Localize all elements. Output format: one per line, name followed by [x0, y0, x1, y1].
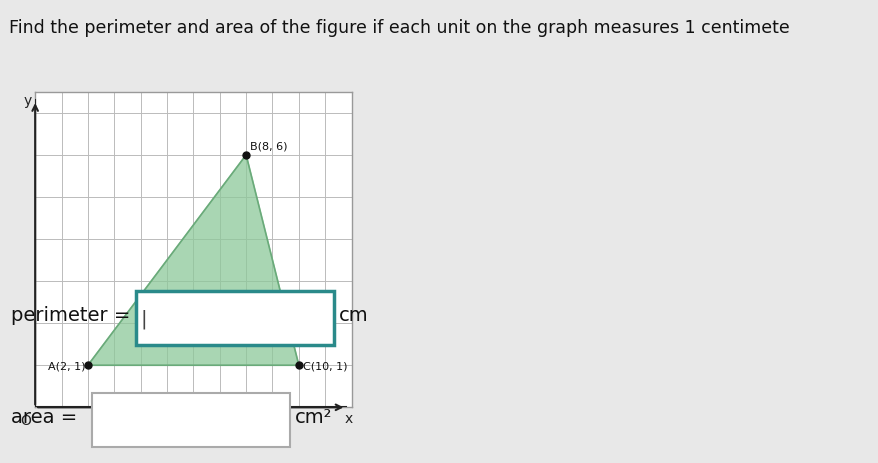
Text: x: x: [344, 411, 353, 425]
Text: cm²: cm²: [295, 407, 333, 426]
Text: Find the perimeter and area of the figure if each unit on the graph measures 1 c: Find the perimeter and area of the figur…: [9, 19, 788, 37]
Text: C(10, 1): C(10, 1): [302, 361, 347, 370]
Text: O: O: [20, 413, 32, 427]
Text: y: y: [23, 94, 32, 108]
Text: cm: cm: [339, 306, 369, 324]
Text: A(2, 1): A(2, 1): [47, 361, 85, 370]
Text: perimeter =: perimeter =: [11, 306, 130, 324]
Text: |: |: [140, 308, 148, 328]
Text: B(8, 6): B(8, 6): [249, 141, 287, 151]
Text: area =: area =: [11, 407, 76, 426]
Polygon shape: [88, 156, 299, 365]
